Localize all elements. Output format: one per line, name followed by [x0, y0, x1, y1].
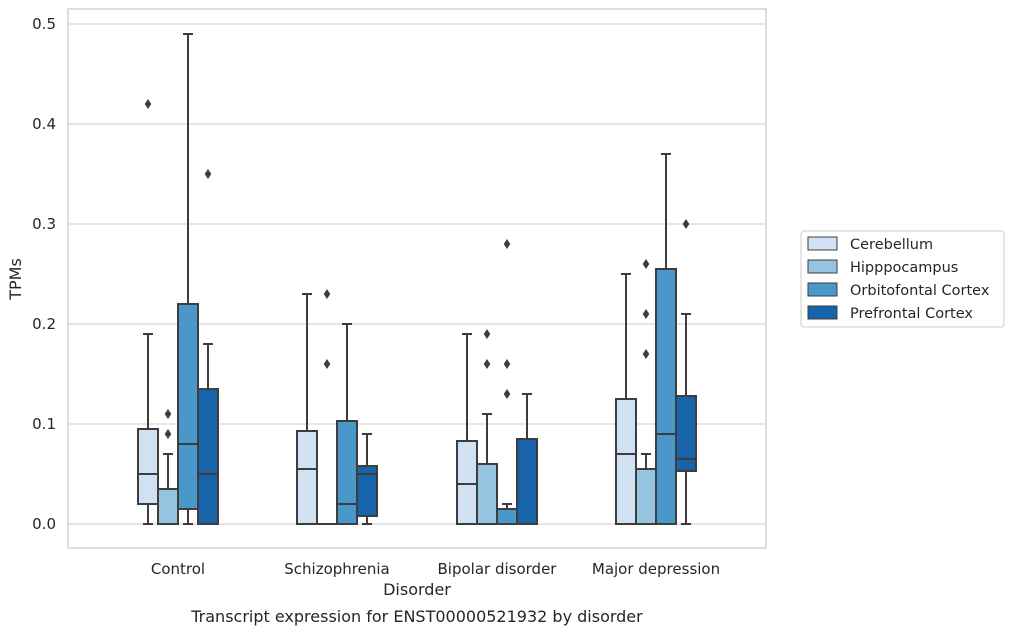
y-tick-label: 0.3 — [32, 215, 56, 233]
box-2-2 — [497, 239, 517, 524]
box-iqr — [517, 439, 537, 524]
box-3-2 — [656, 154, 676, 524]
outlier-point — [165, 409, 172, 419]
chart-caption: Transcript expression for ENST0000052193… — [190, 607, 643, 626]
box-3-1 — [636, 259, 656, 524]
box-iqr — [178, 304, 198, 509]
outlier-point — [484, 329, 491, 339]
legend-swatch — [808, 306, 837, 319]
box-iqr — [497, 509, 517, 524]
box-1-2 — [337, 324, 357, 524]
box-iqr — [337, 421, 357, 524]
y-axis-label: TPMs — [6, 258, 25, 301]
legend-label: Hipppocampus — [850, 260, 958, 276]
outlier-point — [324, 289, 331, 299]
y-tick-label: 0.0 — [32, 515, 56, 533]
legend: Cerebellum Hipppocampus Orbitofontal Corte… — [801, 231, 1004, 327]
outlier-point — [643, 259, 650, 269]
box-0-1 — [158, 409, 178, 524]
outlier-point — [165, 429, 172, 439]
box-2-3 — [517, 394, 537, 524]
outlier-point — [643, 349, 650, 359]
y-tick-label: 0.5 — [32, 15, 56, 33]
x-tick-label: Major depression — [592, 560, 720, 578]
box-iqr — [656, 269, 676, 524]
box-iqr — [297, 431, 317, 524]
legend-swatch — [808, 237, 837, 250]
legend-swatch — [808, 260, 837, 273]
box-iqr — [616, 399, 636, 524]
outlier-point — [205, 169, 212, 179]
box-iqr — [477, 464, 497, 524]
outlier-point — [504, 359, 511, 369]
box-2-0 — [457, 334, 477, 524]
box-iqr — [138, 429, 158, 504]
plot-area — [138, 34, 696, 524]
box-iqr — [457, 441, 477, 524]
y-tick-label: 0.2 — [32, 315, 56, 333]
box-iqr — [158, 489, 178, 524]
box-plot-chart: 0.0 0.1 0.2 0.3 0.4 0.5 Control Schizophrenia B… — [0, 0, 1014, 634]
legend-label: Orbitofontal Cortex — [850, 283, 990, 299]
box-0-2 — [178, 34, 198, 524]
legend-label: Prefrontal Cortex — [850, 306, 973, 322]
outlier-point — [683, 219, 690, 229]
outlier-point — [145, 99, 152, 109]
x-axis-ticks: Control Schizophrenia Bipolar disorder Majo… — [151, 560, 720, 578]
box-3-3 — [676, 219, 696, 524]
legend-label: Cerebellum — [850, 237, 933, 253]
x-axis-label: Disorder — [383, 580, 451, 599]
y-axis-ticks: 0.0 0.1 0.2 0.3 0.4 0.5 — [32, 15, 56, 533]
outlier-point — [504, 389, 511, 399]
box-2-1 — [477, 329, 497, 524]
box-iqr — [636, 469, 656, 524]
x-tick-label: Schizophrenia — [284, 560, 389, 578]
outlier-point — [504, 239, 511, 249]
y-tick-label: 0.1 — [32, 415, 56, 433]
outlier-point — [484, 359, 491, 369]
y-tick-label: 0.4 — [32, 115, 56, 133]
legend-swatch — [808, 283, 837, 296]
box-3-0 — [616, 274, 636, 524]
box-1-3 — [357, 434, 377, 524]
box-1-0 — [297, 294, 317, 524]
x-tick-label: Bipolar disorder — [438, 560, 558, 578]
outlier-point — [643, 309, 650, 319]
box-0-3 — [198, 169, 218, 524]
box-0-0 — [138, 99, 158, 524]
outlier-point — [324, 359, 331, 369]
x-tick-label: Control — [151, 560, 205, 578]
box-iqr — [198, 389, 218, 524]
